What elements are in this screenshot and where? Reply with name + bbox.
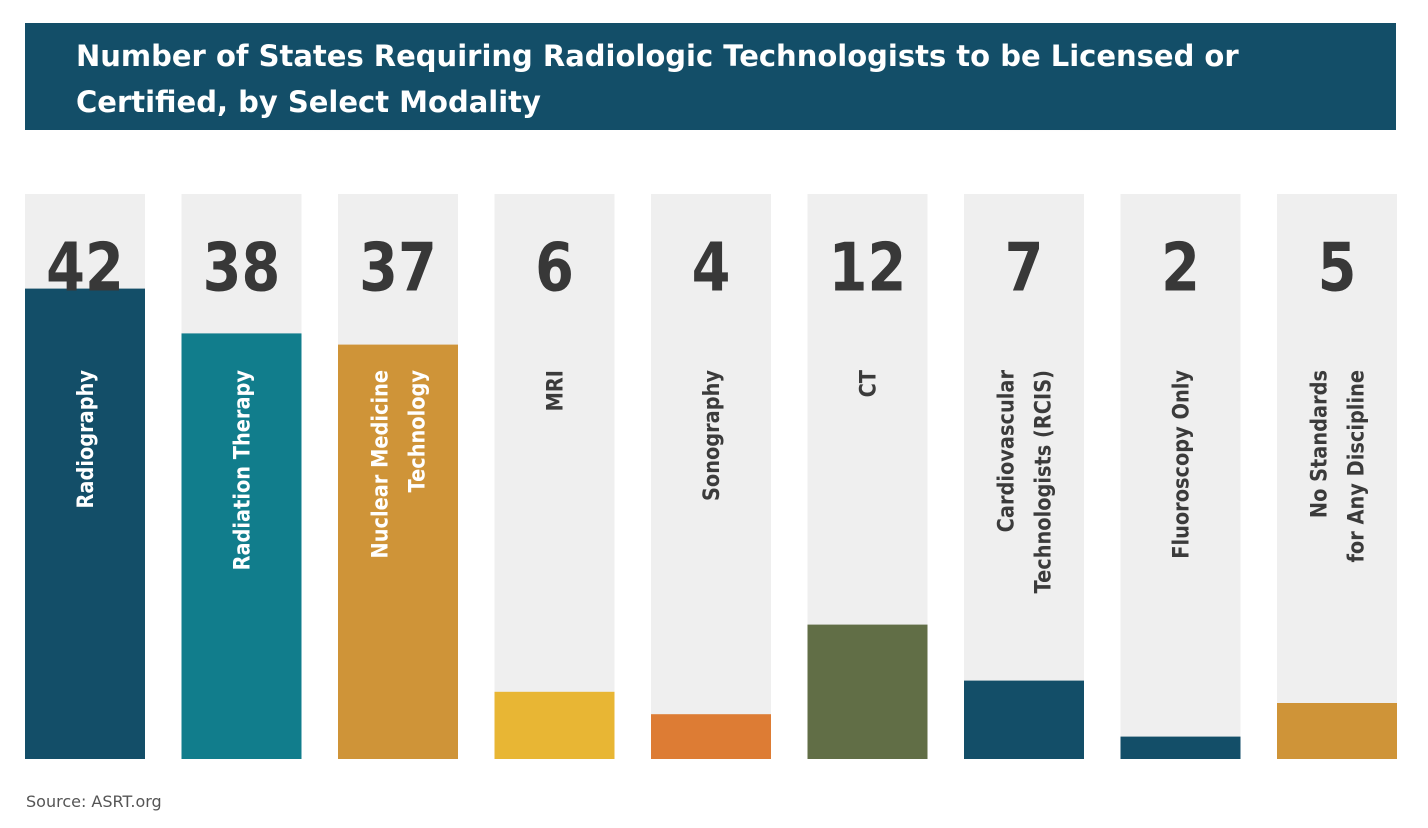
bar-group: 6 MRI <box>494 194 615 759</box>
category-label: Sonography <box>699 370 724 501</box>
category-label: Radiation Therapy <box>229 370 254 571</box>
category-label: CT <box>855 369 880 397</box>
bar-value-label: 2 <box>1161 229 1200 307</box>
bar-group: 42 Radiography <box>25 194 145 759</box>
bar <box>494 691 615 759</box>
bar <box>964 680 1084 759</box>
bar <box>1277 703 1397 759</box>
bar-value-label: 38 <box>203 229 281 307</box>
bar-value-label: 6 <box>535 229 574 307</box>
bar-value-label: 12 <box>829 229 907 307</box>
bar-value-label: 5 <box>1318 229 1357 307</box>
bar-track <box>964 194 1084 759</box>
bar-group: 7 Cardiovascular Technologists (RCIS) <box>964 194 1084 759</box>
bar-track <box>1277 194 1397 759</box>
category-label: for Any Discipline <box>1343 370 1368 563</box>
bar <box>338 344 458 759</box>
bar <box>1120 736 1241 759</box>
bar-group: 2 Fluoroscopy Only <box>1120 194 1241 759</box>
bar-track <box>1120 194 1241 759</box>
bar <box>651 714 771 759</box>
bar-track <box>651 194 771 759</box>
bar <box>181 333 302 759</box>
category-label: Fluoroscopy Only <box>1168 370 1193 559</box>
bar-group: 4 Sonography <box>651 194 771 759</box>
category-label: MRI <box>542 370 567 411</box>
chart-title: Number of States Requiring Radiologic Te… <box>76 39 1239 119</box>
bar-value-label: 4 <box>692 229 731 307</box>
category-label: Technology <box>404 370 429 493</box>
chart-title-band: Number of States Requiring Radiologic Te… <box>25 23 1396 130</box>
category-label: Nuclear Medicine <box>367 370 392 558</box>
category-label: Technologists (RCIS) <box>1030 370 1055 594</box>
bar-group: 37 Nuclear Medicine Technology <box>338 194 458 759</box>
bar-value-label: 37 <box>359 229 437 307</box>
category-label: No Standards <box>1306 370 1331 518</box>
bar-group: 38 Radiation Therapy <box>181 194 302 759</box>
bar-group: 5 No Standards for Any Discipline <box>1277 194 1397 759</box>
bar <box>25 288 145 759</box>
source-note: Source: ASRT.org <box>26 792 162 811</box>
category-label: Cardiovascular <box>993 369 1018 532</box>
title-shadow <box>40 128 1380 172</box>
bar-track <box>494 194 615 759</box>
bar-value-label: 42 <box>46 229 124 307</box>
bar-value-label: 7 <box>1005 229 1044 307</box>
category-label: Radiography <box>73 370 98 509</box>
bar <box>807 624 928 759</box>
bar-group: 12 CT <box>807 194 928 759</box>
